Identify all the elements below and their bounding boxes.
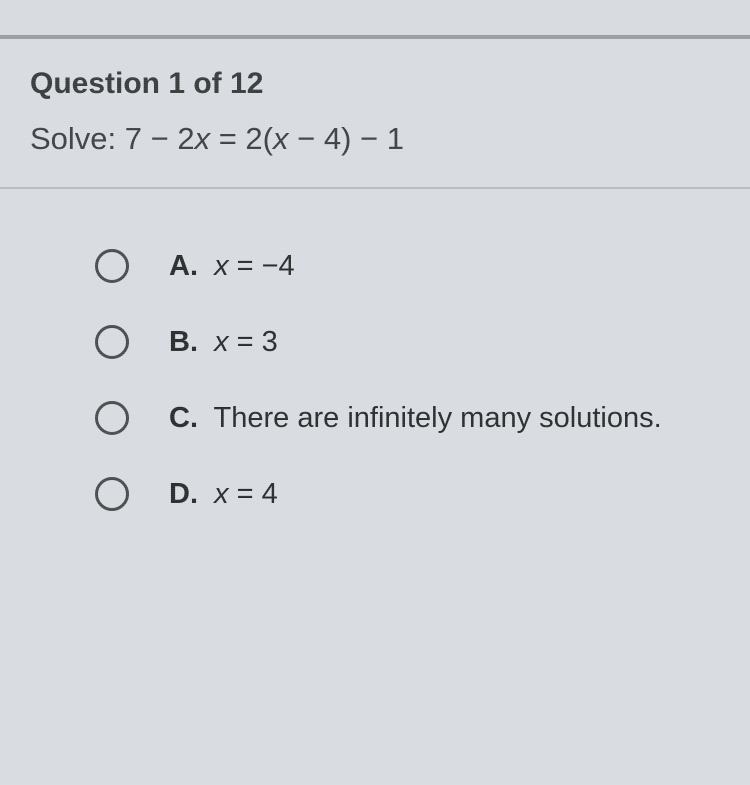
option-c-label: C. There are infinitely many solutions. xyxy=(169,402,662,435)
option-a-suffix: = −4 xyxy=(229,250,295,282)
eq-var-2: x xyxy=(273,121,289,156)
eq-p3: = 2( xyxy=(210,121,273,156)
radio-a[interactable] xyxy=(95,249,129,283)
option-c-prefix: There are infinitely many solutions. xyxy=(214,402,662,434)
option-b-label: B. x = 3 xyxy=(169,326,278,359)
prompt-prefix: Solve: xyxy=(30,121,125,156)
question-prompt: Solve: 7 − 2x = 2(x − 4) − 1 xyxy=(30,121,720,157)
eq-p1: 7 − 2 xyxy=(125,121,195,156)
options-list: A. x = −4 B. x = 3 C. There are infinite… xyxy=(0,189,750,583)
option-a-letter: A. xyxy=(169,250,198,282)
option-d[interactable]: D. x = 4 xyxy=(95,477,720,511)
question-counter: Question 1 of 12 xyxy=(30,67,720,101)
eq-var-1: x xyxy=(195,121,211,156)
option-b[interactable]: B. x = 3 xyxy=(95,325,720,359)
option-b-letter: B. xyxy=(169,326,198,358)
option-a[interactable]: A. x = −4 xyxy=(95,249,720,283)
option-d-suffix: = 4 xyxy=(229,478,278,510)
option-d-label: D. x = 4 xyxy=(169,478,278,511)
question-header: Question 1 of 12 Solve: 7 − 2x = 2(x − 4… xyxy=(0,39,750,177)
option-c-letter: C. xyxy=(169,402,198,434)
eq-p5: − 4) − 1 xyxy=(289,121,404,156)
option-b-suffix: = 3 xyxy=(229,326,278,358)
option-d-italic: x xyxy=(214,478,229,510)
option-b-italic: x xyxy=(214,326,229,358)
radio-d[interactable] xyxy=(95,477,129,511)
option-a-label: A. x = −4 xyxy=(169,250,295,283)
radio-c[interactable] xyxy=(95,401,129,435)
radio-b[interactable] xyxy=(95,325,129,359)
option-a-italic: x xyxy=(214,250,229,282)
option-c[interactable]: C. There are infinitely many solutions. xyxy=(95,401,720,435)
option-d-letter: D. xyxy=(169,478,198,510)
